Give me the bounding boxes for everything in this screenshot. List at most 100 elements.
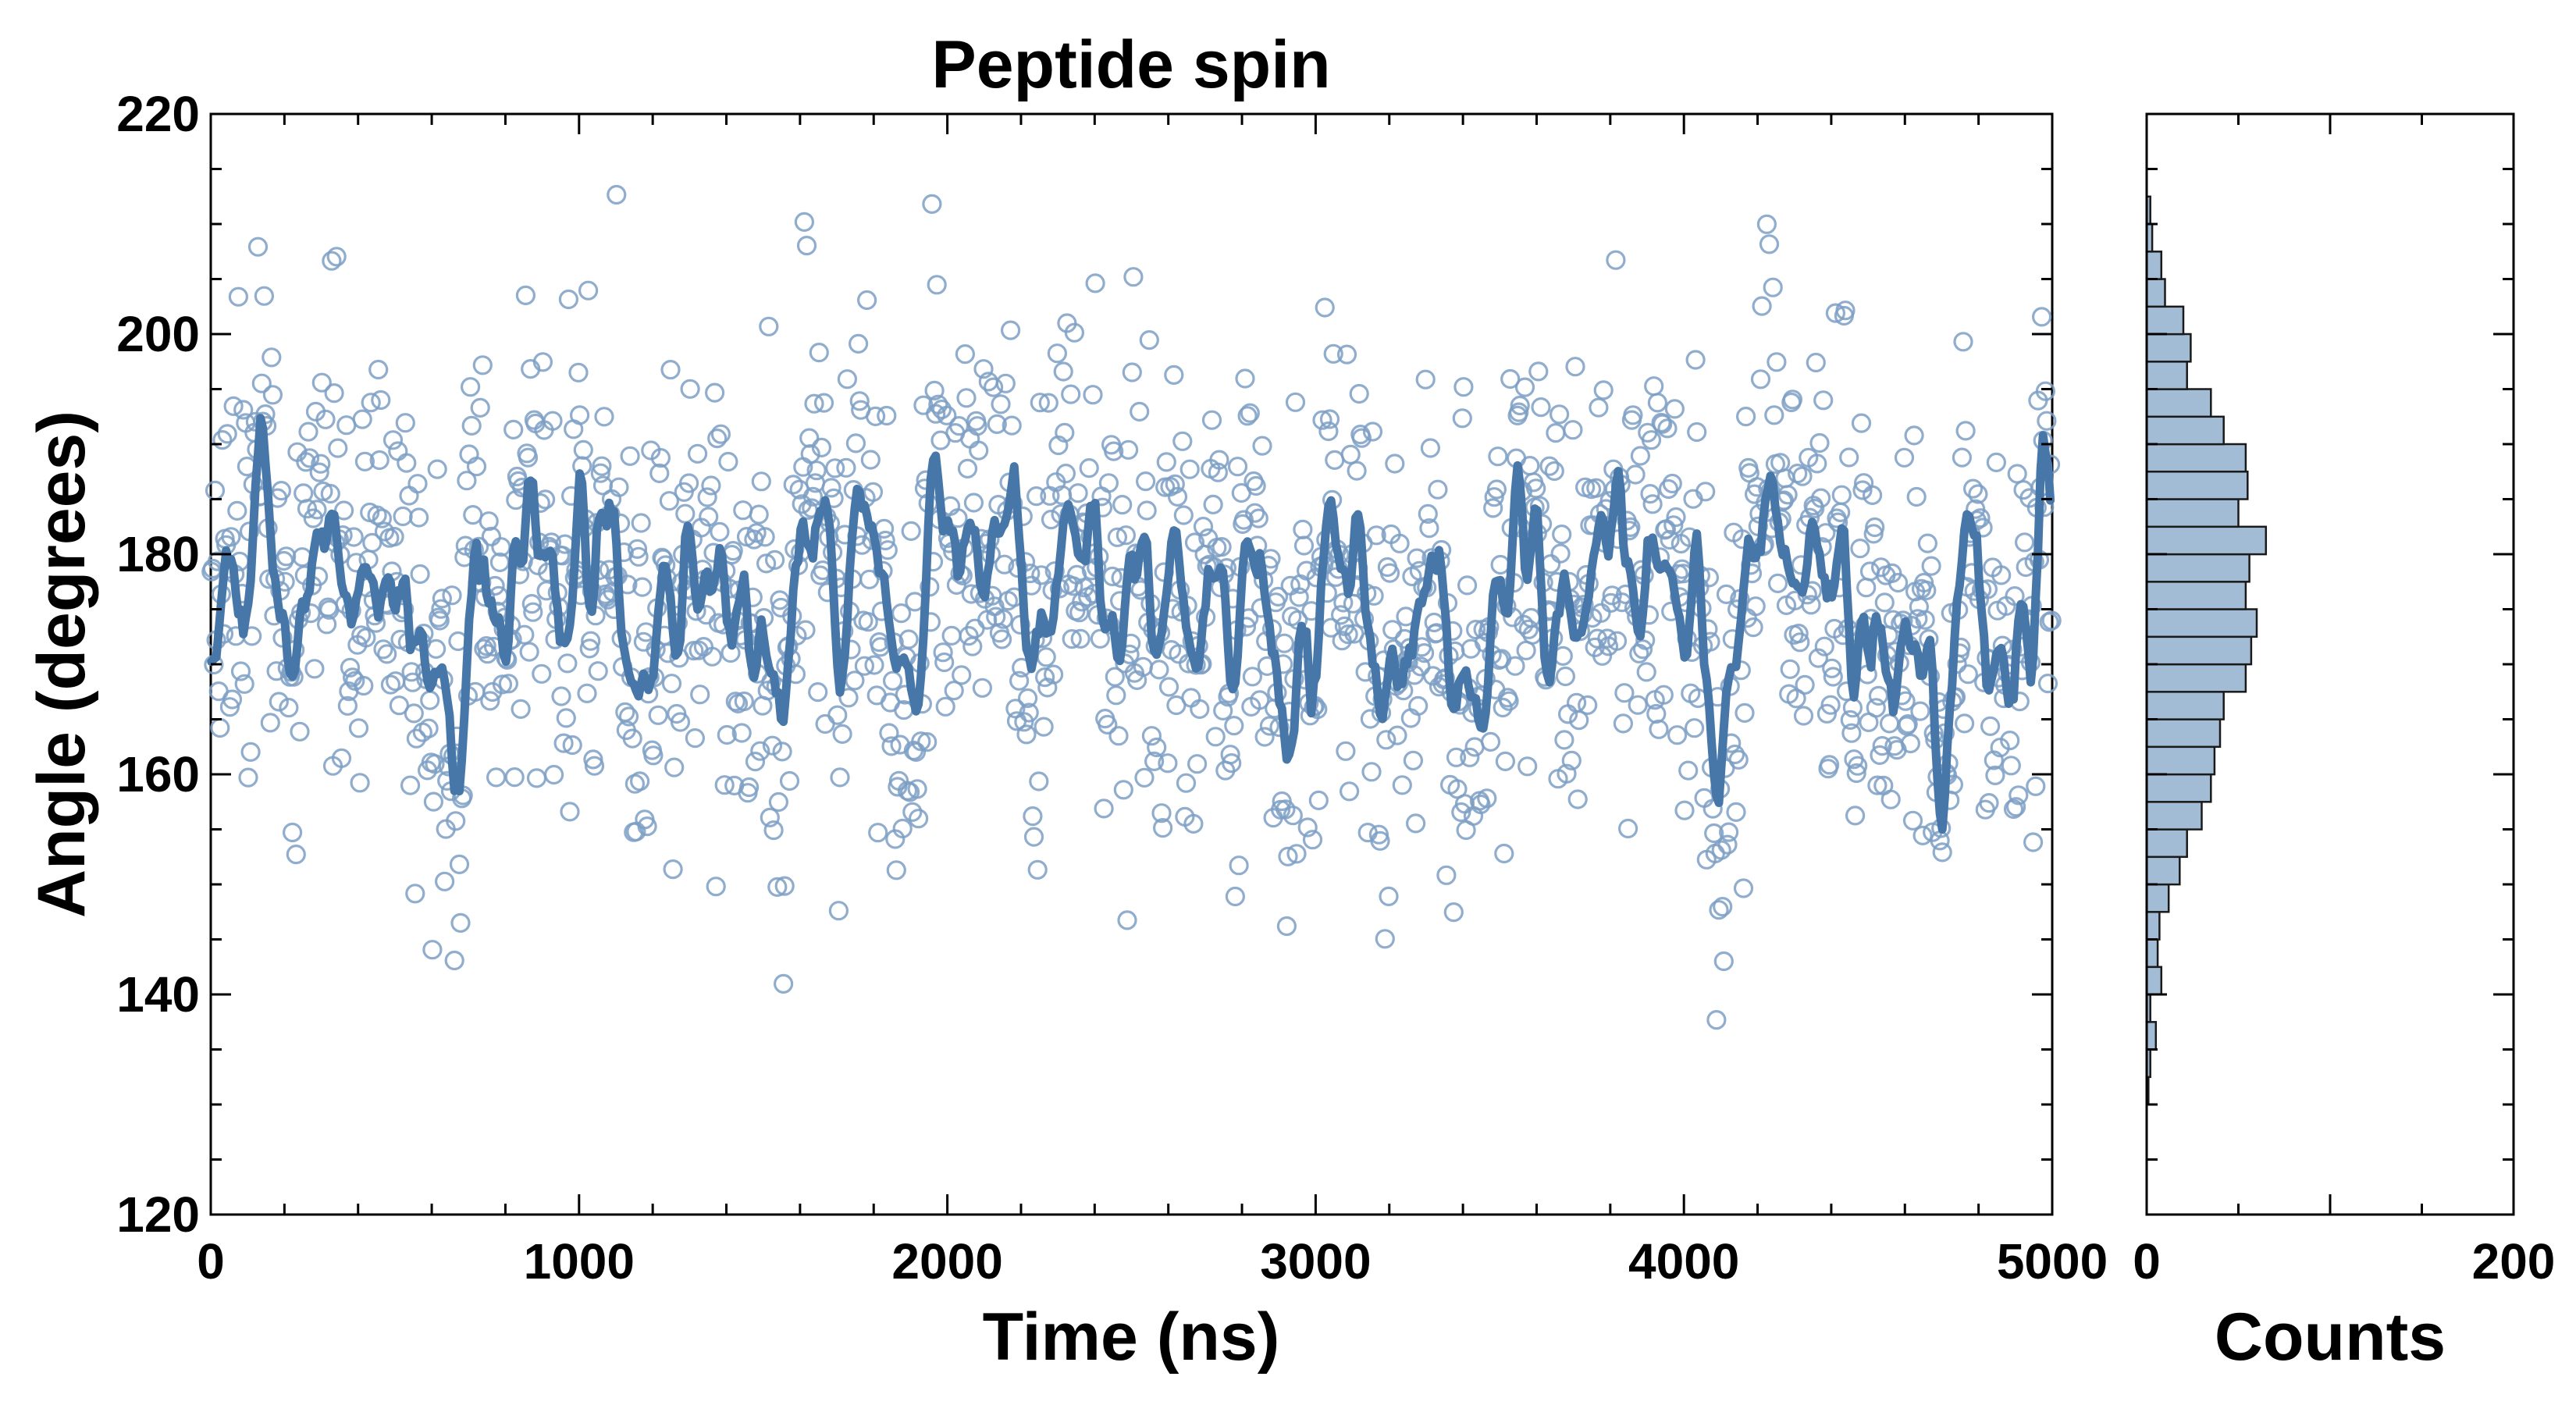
scatter-point [1240, 403, 1260, 423]
scatter-point [389, 695, 409, 716]
histogram-bar [2145, 553, 2250, 583]
histogram-bar [2145, 251, 2163, 280]
scatter-point [1227, 457, 1248, 477]
scatter-point [397, 453, 417, 473]
histogram-bars [2145, 195, 2268, 1106]
scatter-point [1212, 536, 1232, 557]
scatter-point [1865, 517, 1885, 538]
scatter-point [354, 675, 374, 696]
scatter-point [367, 505, 387, 525]
scatter-point [1246, 475, 1266, 496]
scatter-point [772, 742, 792, 762]
scatter-point [1055, 463, 1076, 484]
scatter-point [553, 733, 574, 753]
scatter-point [1733, 878, 1754, 898]
scatter-point [449, 854, 470, 875]
scatter-point [697, 487, 717, 507]
scatter-point [1340, 444, 1361, 465]
scatter-point [1418, 503, 1438, 525]
scatter-point [526, 768, 547, 788]
histogram-bar [2145, 278, 2166, 308]
y-tick-label: 220 [116, 86, 200, 142]
scatter-point [1852, 480, 1873, 500]
histogram-bar [2145, 498, 2240, 528]
scatter-point [1618, 818, 1638, 839]
scatter-point [1801, 595, 1821, 615]
scatter-point [845, 433, 866, 454]
scatter-point [1158, 753, 1178, 774]
scatter-point [1319, 409, 1340, 429]
scatter-point [685, 727, 706, 749]
scatter-point [1550, 543, 1571, 564]
y-tick-label: 120 [116, 1186, 200, 1243]
scatter-point [227, 500, 247, 521]
scatter-point [1090, 628, 1111, 649]
scatter-point [1047, 343, 1068, 364]
scatter-point [461, 415, 482, 436]
scatter-point [1420, 438, 1441, 458]
scatter-point [1102, 566, 1123, 587]
scatter-point [1811, 488, 1831, 508]
scatter-point [809, 343, 829, 363]
scatter-point [856, 290, 877, 311]
x-tick-label: 0 [197, 1233, 225, 1289]
scatter-point [1565, 357, 1585, 377]
scatter-point [535, 489, 556, 510]
scatter-point [1597, 628, 1617, 649]
scatter-point [808, 681, 828, 702]
scatter-point [1336, 741, 1356, 761]
scatter-point [1325, 450, 1345, 471]
scatter-point [1520, 455, 1540, 476]
scatter-point [1000, 320, 1021, 340]
scatter-point [1141, 726, 1162, 746]
scatter-point [1222, 752, 1242, 774]
axis-ticks [209, 112, 2054, 1216]
scatter-point [1786, 688, 1806, 709]
scatter-point [1663, 515, 1684, 535]
scatter-point [1361, 762, 1382, 782]
scatter-point [584, 756, 605, 776]
scatter-point [1848, 756, 1868, 776]
scatter-point [1695, 482, 1716, 502]
histogram-bar [2145, 801, 2203, 831]
scatter-point [1902, 810, 1923, 831]
scatter-point [1990, 738, 2010, 758]
scatter-point [877, 405, 897, 426]
scatter-point [334, 500, 354, 521]
scatter-point [764, 550, 785, 571]
scatter-point [1840, 710, 1860, 731]
scatter-point [1917, 533, 1937, 553]
scatter-point [1104, 441, 1124, 461]
scatter-point [521, 593, 542, 614]
scatter-point [649, 463, 670, 484]
scatter-point [799, 428, 820, 448]
scatter-point [770, 590, 790, 610]
scatter-point [1979, 792, 1999, 813]
scatter-point [395, 413, 415, 433]
scatter-point [1193, 516, 1214, 537]
scatter-point [1980, 716, 2001, 737]
scatter-point [1662, 473, 1682, 494]
scatter-point [632, 577, 653, 597]
scatter-point [1108, 726, 1129, 746]
scatter-point [865, 406, 886, 427]
scatter-point [238, 767, 258, 788]
scatter-point [568, 362, 589, 382]
scatter-point [222, 689, 243, 710]
scatter-point [434, 871, 455, 891]
scatter-point [678, 473, 699, 493]
scatter-point [1014, 712, 1034, 732]
scatter-point [1831, 502, 1851, 523]
scatter-point [1064, 322, 1085, 343]
scatter-point [388, 441, 408, 461]
scatter-point [1763, 277, 1783, 297]
scatter-point [1809, 432, 1830, 454]
scatter-point [1985, 765, 2005, 786]
scatter-point [663, 859, 683, 880]
scatter-point [450, 912, 471, 934]
scatter-point [1113, 780, 1133, 800]
scatter-point [892, 818, 913, 839]
scatter-point [991, 629, 1012, 649]
scatter-point [1756, 214, 1777, 234]
scatter-point [1649, 719, 1669, 739]
